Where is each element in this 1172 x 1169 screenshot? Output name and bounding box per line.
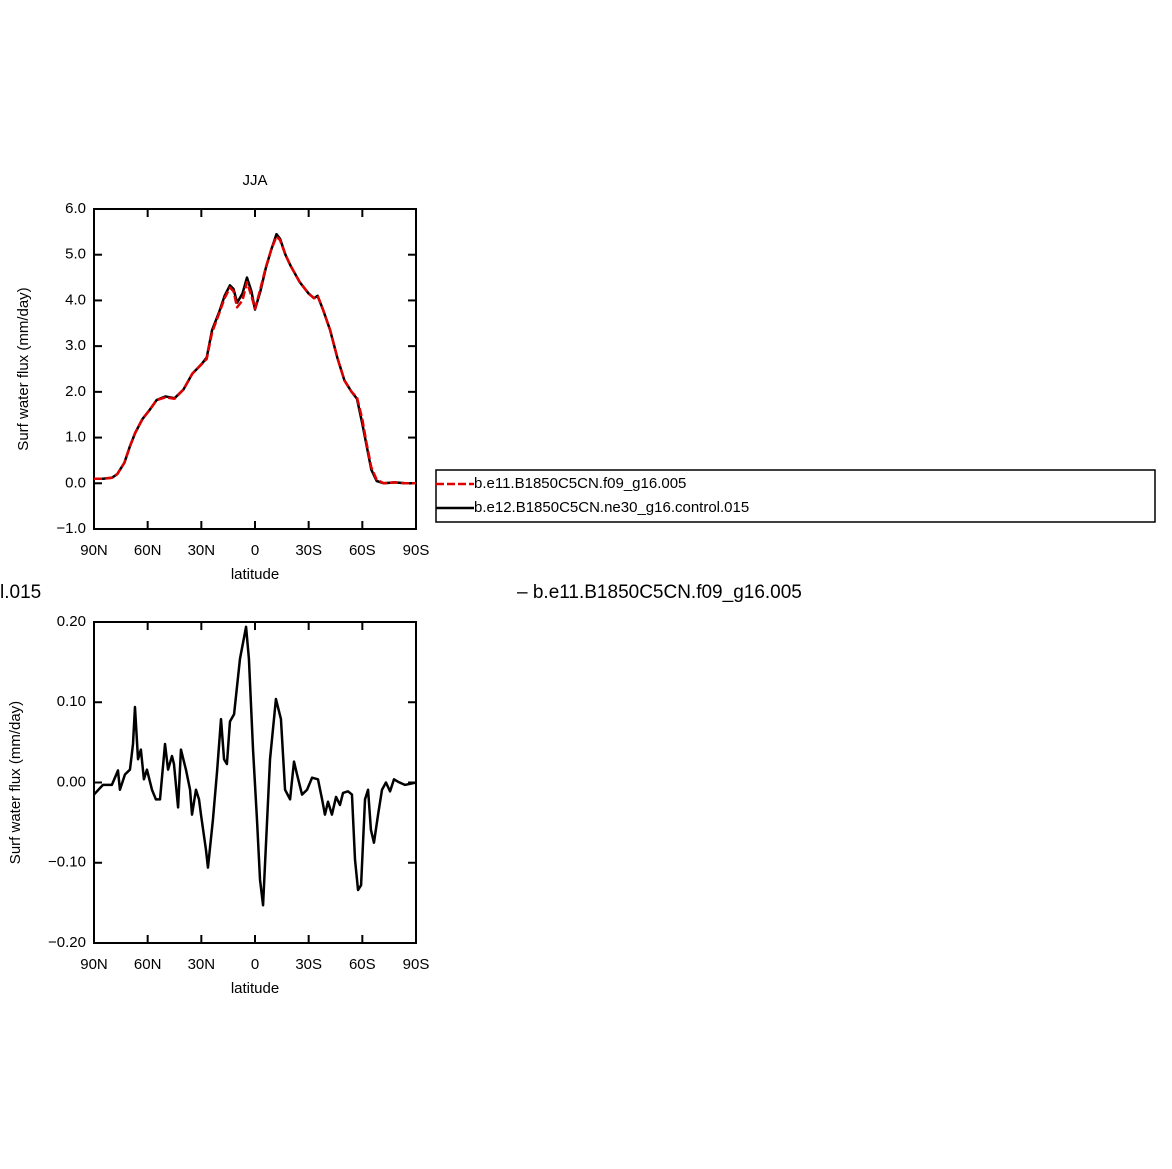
x-tick-label: 0 [251,542,259,559]
x-tick-label: 60N [134,542,162,559]
y-tick-label: 4.0 [65,291,86,308]
x-tick-label: 90N [80,542,108,559]
chart-title: JJA [242,172,267,189]
x-tick-label: 30S [295,542,322,559]
y-tick-label: 0.10 [57,693,86,710]
legend-label: b.e11.B1850C5CN.f09_g16.005 [474,475,686,492]
data-line [93,625,417,907]
x-axis-label: latitude [231,566,279,583]
legend-label: b.e12.B1850C5CN.ne30_g16.control.015 [474,499,749,516]
y-tick-label: 0.20 [57,613,86,630]
x-tick-label: 60S [349,542,376,559]
y-tick-label: −0.10 [48,854,86,871]
data-line [94,235,416,485]
x-tick-label: 90S [403,956,430,973]
y-axis-label: Surf water flux (mm/day) [7,701,24,864]
annotation: – b.e11.B1850C5CN.f09_g16.005 [517,582,802,603]
y-tick-label: 3.0 [65,337,86,354]
legend-box [435,469,1156,523]
y-axis-label: Surf water flux (mm/day) [15,287,32,450]
annotation: l.015 [0,582,41,603]
y-tick-label: −1.0 [56,520,86,537]
y-tick-label: 0.0 [65,474,86,491]
x-tick-label: 60S [349,956,376,973]
x-axis-label: latitude [231,980,279,997]
y-tick-label: 1.0 [65,429,86,446]
x-tick-label: 0 [251,956,259,973]
x-tick-label: 90S [403,542,430,559]
x-tick-label: 90N [80,956,108,973]
plot-frame [93,208,417,530]
y-tick-label: 5.0 [65,246,86,263]
y-tick-label: −0.20 [48,934,86,951]
y-tick-label: 0.00 [57,773,86,790]
x-tick-label: 30N [188,542,216,559]
y-tick-label: 6.0 [65,200,86,217]
x-tick-label: 30S [295,956,322,973]
y-tick-label: 2.0 [65,383,86,400]
x-tick-label: 60N [134,956,162,973]
x-tick-label: 30N [188,956,216,973]
